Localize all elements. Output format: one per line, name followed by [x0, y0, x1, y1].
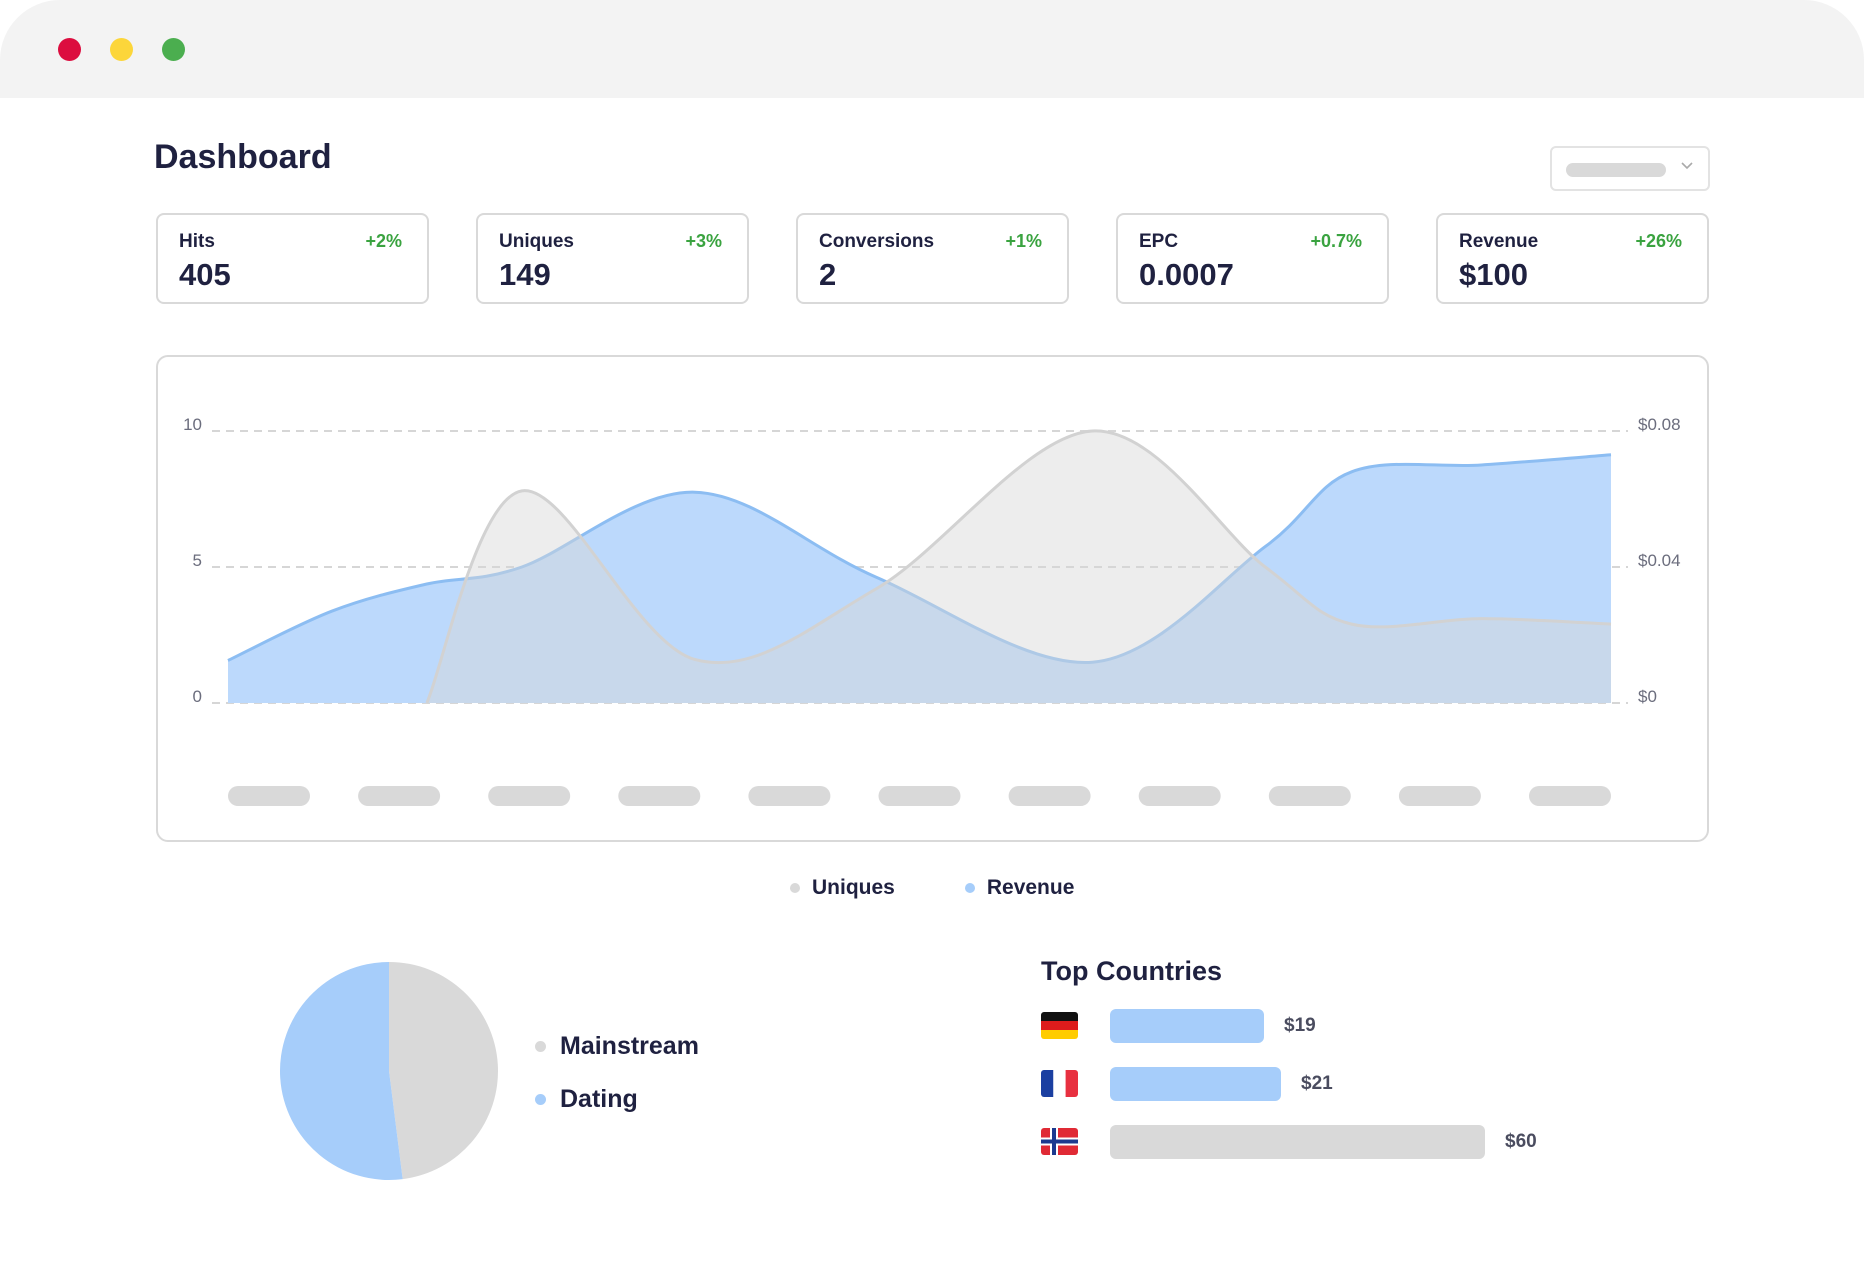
legend-label: Uniques — [812, 876, 895, 899]
country-revenue-bar — [1110, 1067, 1281, 1101]
right-axis-tick: $0.08 — [1638, 415, 1681, 434]
series-area-uniques — [426, 430, 1611, 703]
stat-card-hits: Hits +2% 405 — [156, 213, 429, 304]
x-axis-label-placeholder — [1398, 786, 1481, 806]
window-title-bar — [0, 0, 1864, 98]
left-axis-tick: 5 — [193, 551, 202, 570]
left-axis-tick: 10 — [183, 415, 202, 434]
legend-swatch — [535, 1094, 546, 1105]
segment-pie-chart — [279, 961, 499, 1181]
pie-legend-label: Mainstream — [560, 1032, 699, 1060]
pie-svg — [279, 962, 498, 1180]
legend-swatch — [535, 1041, 546, 1052]
stat-delta: +2% — [365, 231, 402, 251]
stat-card-epc: EPC +0.7% 0.0007 — [1116, 213, 1389, 304]
country-row-germany[interactable]: $19 — [1041, 1009, 1581, 1043]
stat-delta: +1% — [1005, 231, 1042, 251]
germany-flag-icon — [1041, 1012, 1078, 1039]
x-axis-label-placeholder — [1008, 786, 1091, 806]
stat-card-uniques: Uniques +3% 149 — [476, 213, 749, 304]
close-window-button[interactable] — [58, 38, 81, 61]
x-axis-label-placeholder — [488, 786, 571, 806]
stat-value: 0.0007 — [1139, 257, 1234, 292]
maximize-window-button[interactable] — [162, 38, 185, 61]
legend-item-uniques[interactable]: Uniques — [790, 876, 895, 900]
date-range-select[interactable] — [1550, 146, 1710, 191]
page-title: Dashboard — [154, 138, 332, 176]
stat-delta: +0.7% — [1310, 231, 1362, 251]
country-revenue-value: $60 — [1505, 1131, 1537, 1152]
france-flag-icon — [1041, 1070, 1078, 1097]
stat-label: Uniques — [499, 231, 574, 252]
stat-delta: +26% — [1635, 231, 1682, 251]
series-area-revenue — [228, 454, 1611, 703]
x-axis-label-placeholder — [1268, 786, 1351, 806]
left-axis-tick: 0 — [193, 687, 202, 706]
minimize-window-button[interactable] — [110, 38, 133, 61]
chevron-down-icon — [1681, 162, 1693, 170]
x-axis-label-placeholder — [618, 786, 701, 806]
stat-value: $100 — [1459, 257, 1528, 292]
norway-flag-icon — [1041, 1128, 1078, 1155]
stat-label: Hits — [179, 231, 215, 252]
stat-value: 405 — [179, 257, 231, 292]
chart-legend: Uniques Revenue — [790, 876, 1074, 900]
pie-legend: Mainstream Dating — [535, 1020, 699, 1126]
pie-legend-label: Dating — [560, 1085, 638, 1113]
x-axis-label-placeholder — [1138, 786, 1221, 806]
stat-label: Revenue — [1459, 231, 1539, 252]
x-axis-label-placeholder — [228, 786, 310, 806]
legend-swatch — [964, 883, 975, 893]
stat-card-revenue: Revenue +26% $100 — [1436, 213, 1709, 304]
legend-label: Revenue — [986, 876, 1075, 899]
pie-slice-dating[interactable] — [279, 962, 403, 1180]
country-revenue-value: $19 — [1284, 1015, 1316, 1036]
country-row-france[interactable]: $21 — [1041, 1067, 1581, 1101]
stat-value: 149 — [499, 257, 551, 292]
traffic-chart-card: 0 $0 5 $0.04 10 $0.08 — [156, 355, 1709, 842]
top-countries-title: Top Countries — [1041, 956, 1222, 986]
pie-slice-mainstream[interactable] — [389, 962, 498, 1180]
legend-item-revenue[interactable]: Revenue — [964, 876, 1075, 900]
series-line-revenue — [227, 453, 1612, 664]
x-axis-label-placeholder — [878, 786, 961, 806]
stat-delta: +3% — [685, 231, 722, 251]
pie-legend-item-dating[interactable]: Dating — [535, 1073, 699, 1126]
right-axis-tick: $0 — [1638, 687, 1657, 706]
country-revenue-value: $21 — [1301, 1073, 1333, 1094]
series-line-uniques — [425, 429, 1612, 704]
traffic-area-chart: 0 $0 5 $0.04 10 $0.08 — [183, 415, 1681, 806]
x-axis-label-placeholder — [748, 786, 831, 806]
x-axis-label-placeholder — [358, 786, 441, 806]
select-value-placeholder — [1566, 163, 1666, 177]
country-revenue-bar — [1110, 1009, 1264, 1043]
pie-legend-item-mainstream[interactable]: Mainstream — [535, 1020, 699, 1073]
legend-swatch — [790, 883, 800, 893]
country-revenue-bar — [1110, 1125, 1485, 1159]
stat-card-conversions: Conversions +1% 2 — [796, 213, 1069, 304]
country-row-norway[interactable]: $60 — [1041, 1125, 1581, 1159]
stat-label: Conversions — [819, 231, 935, 252]
x-axis-label-placeholder — [1529, 786, 1611, 806]
stat-value: 2 — [819, 257, 837, 292]
right-axis-tick: $0.04 — [1638, 551, 1681, 570]
stat-label: EPC — [1139, 231, 1179, 252]
